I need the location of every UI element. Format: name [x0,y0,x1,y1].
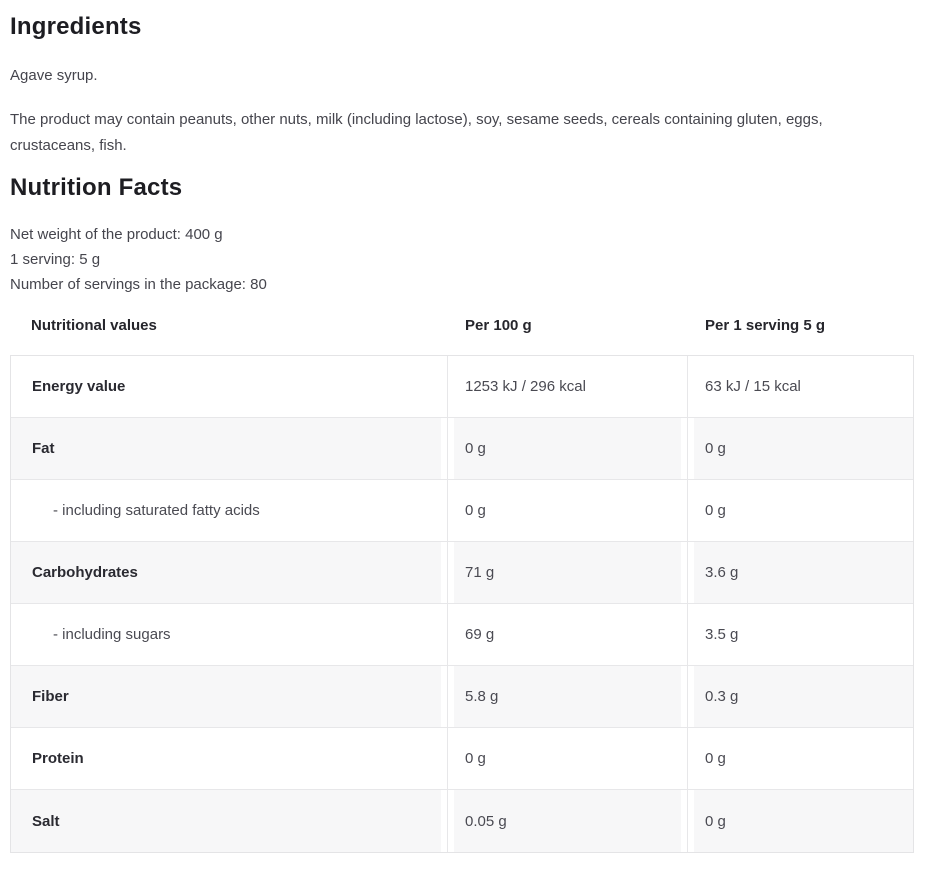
table-row-fiber: Fiber 5.8 g 0.3 g [11,666,913,728]
row-label: - including saturated fatty acids [11,480,448,542]
allergen-info-text: The product may contain peanuts, other n… [10,111,823,154]
row-label: Energy value [11,356,448,418]
row-value-per-serving: 63 kJ / 15 kcal [688,356,913,418]
row-value-per-100g: 0 g [448,418,688,480]
header-per-100g: Per 100 g [465,316,532,334]
row-value-per-serving: 0.3 g [688,666,913,728]
serving-info: Net weight of the product: 400 g 1 servi… [10,222,924,297]
row-value-per-serving: 0 g [688,418,913,480]
row-value-per-100g: 0 g [448,728,688,790]
row-value-per-serving: 3.6 g [688,542,913,604]
row-value-per-serving: 0 g [688,790,913,852]
row-label: Salt [11,790,448,852]
row-value-per-100g: 69 g [448,604,688,666]
table-row-salt: Salt 0.05 g 0 g [11,790,913,852]
net-weight-line: Net weight of the product: 400 g [10,226,223,243]
row-value-per-100g: 5.8 g [448,666,688,728]
product-details-page: Ingredients Agave syrup. The product may… [10,13,924,853]
serving-size-line: 1 serving: 5 g [10,251,101,268]
nutrition-table: Energy value 1253 kJ / 296 kcal 63 kJ / … [10,355,914,853]
row-value-per-serving: 0 g [688,480,913,542]
table-row-sugars: - including sugars 69 g 3.5 g [11,604,913,666]
nutrition-facts-title: Nutrition Facts [10,174,183,201]
row-label: - including sugars [11,604,448,666]
row-value-per-100g: 0 g [448,480,688,542]
row-value-per-100g: 1253 kJ / 296 kcal [448,356,688,418]
row-value-per-serving: 3.5 g [688,604,913,666]
row-label: Carbohydrates [11,542,448,604]
row-label: Protein [11,728,448,790]
nutrition-table-header: Nutritional values Per 100 g Per 1 servi… [10,310,914,340]
row-value-per-100g: 0.05 g [448,790,688,852]
ingredients-title: Ingredients [10,13,142,40]
ingredients-text: Agave syrup. [10,67,98,84]
table-row-fat: Fat 0 g 0 g [11,418,913,480]
table-row-carbohydrates: Carbohydrates 71 g 3.6 g [11,542,913,604]
table-row-protein: Protein 0 g 0 g [11,728,913,790]
header-per-serving: Per 1 serving 5 g [705,316,826,334]
header-nutritional-values: Nutritional values [31,316,157,334]
row-label: Fat [11,418,448,480]
row-label: Fiber [11,666,448,728]
row-value-per-serving: 0 g [688,728,913,790]
servings-count-line: Number of servings in the package: 80 [10,276,267,293]
table-row-energy: Energy value 1253 kJ / 296 kcal 63 kJ / … [11,356,913,418]
table-row-saturated-fat: - including saturated fatty acids 0 g 0 … [11,480,913,542]
row-value-per-100g: 71 g [448,542,688,604]
